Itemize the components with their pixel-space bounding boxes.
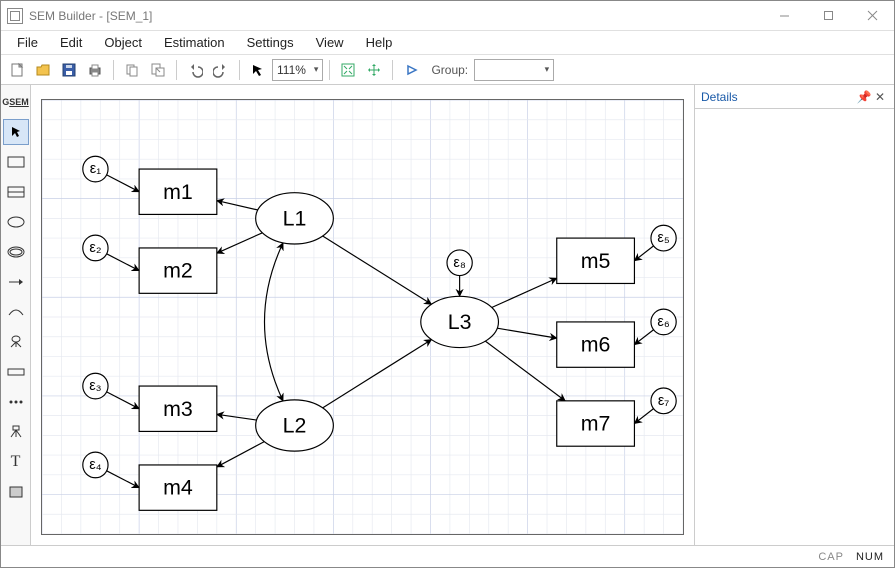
status-cap: CAP xyxy=(818,551,844,563)
error-path-e1[interactable] xyxy=(107,175,139,192)
error-label-e3: ε₃ xyxy=(89,378,101,394)
select-tool[interactable] xyxy=(3,119,29,145)
text-tool[interactable]: T xyxy=(3,449,29,475)
dots-tool[interactable] xyxy=(3,389,29,415)
error-label-e7: ε₇ xyxy=(658,393,670,409)
menu-view[interactable]: View xyxy=(306,33,354,52)
app-icon xyxy=(7,8,23,24)
menu-help[interactable]: Help xyxy=(356,33,403,52)
app-window: SEM Builder - [SEM_1] FileEditObjectEsti… xyxy=(0,0,895,568)
regression-tool[interactable] xyxy=(3,419,29,445)
save-icon[interactable] xyxy=(57,58,81,82)
play-icon[interactable] xyxy=(399,58,423,82)
cov-tool[interactable] xyxy=(3,299,29,325)
details-pane: Details 📌 ✕ xyxy=(694,85,894,545)
zoom-value: 111% xyxy=(277,63,306,77)
toolbar: 111% ▾ Group: ▾ xyxy=(1,55,894,85)
path-L1-m1[interactable] xyxy=(217,201,258,210)
pin-icon[interactable]: 📌 xyxy=(856,90,872,104)
latent-label-L2: L2 xyxy=(283,413,307,437)
error-label-e4: ε₄ xyxy=(89,457,101,473)
redo-icon[interactable] xyxy=(209,58,233,82)
latent-label-L1: L1 xyxy=(283,206,307,230)
zoom-select[interactable]: 111% ▾ xyxy=(272,59,323,81)
box-tool[interactable] xyxy=(3,359,29,385)
chevron-down-icon: ▾ xyxy=(545,64,550,75)
observed2-tool[interactable] xyxy=(3,179,29,205)
menu-settings[interactable]: Settings xyxy=(237,33,304,52)
new-icon[interactable] xyxy=(5,58,29,82)
measurement-tool[interactable] xyxy=(3,329,29,355)
menu-estimation[interactable]: Estimation xyxy=(154,33,235,52)
path-L1-L3[interactable] xyxy=(323,236,432,304)
path-tool[interactable] xyxy=(3,269,29,295)
observed-label-m1: m1 xyxy=(163,180,193,204)
observed-tool[interactable] xyxy=(3,149,29,175)
observed-label-m4: m4 xyxy=(163,476,193,500)
area-tool[interactable] xyxy=(3,479,29,505)
title-bar: SEM Builder - [SEM_1] xyxy=(1,1,894,31)
open-icon[interactable] xyxy=(31,58,55,82)
observed-label-m2: m2 xyxy=(163,259,193,283)
observed-label-m3: m3 xyxy=(163,397,193,421)
chevron-down-icon: ▾ xyxy=(314,64,319,75)
cov-L1-L2[interactable] xyxy=(264,243,283,401)
menu-bar: FileEditObjectEstimationSettingsViewHelp xyxy=(1,31,894,55)
print-icon[interactable] xyxy=(83,58,107,82)
latent-tool[interactable] xyxy=(3,209,29,235)
menu-file[interactable]: File xyxy=(7,33,48,52)
error-label-e1: ε₁ xyxy=(90,161,101,177)
undo-icon[interactable] xyxy=(183,58,207,82)
observed-label-m7: m7 xyxy=(581,411,611,435)
details-title: Details xyxy=(701,90,856,104)
error-path-e2[interactable] xyxy=(107,254,139,271)
observed-label-m5: m5 xyxy=(581,249,611,273)
menu-edit[interactable]: Edit xyxy=(50,33,92,52)
copy-icon[interactable] xyxy=(120,58,144,82)
error-label-e5: ε₅ xyxy=(657,230,669,246)
close-button[interactable] xyxy=(850,2,894,30)
observed-label-m6: m6 xyxy=(581,333,611,357)
minimize-button[interactable] xyxy=(762,2,806,30)
error-path-e4[interactable] xyxy=(107,471,139,488)
path-L2-m3[interactable] xyxy=(217,414,257,420)
path-L2-L3[interactable] xyxy=(323,340,432,408)
group-select[interactable]: ▾ xyxy=(474,59,554,81)
status-bar: CAP NUM xyxy=(1,545,894,567)
latent-label-L3: L3 xyxy=(448,310,472,334)
pointer-icon[interactable] xyxy=(246,58,270,82)
tool-palette: GSEM T xyxy=(1,85,31,545)
paste-icon[interactable] xyxy=(146,58,170,82)
menu-object[interactable]: Object xyxy=(94,33,152,52)
canvas-area: m1 m2 m3 m4 m5 m6 m7 L1 L2 L3 ε₁ ε₂ ε₃ ε₄ ε₅ ε₆ ε₇ ε₈ xyxy=(31,85,694,545)
window-title: SEM Builder - [SEM_1] xyxy=(29,9,762,23)
path-L3-m7[interactable] xyxy=(485,341,565,401)
move-icon[interactable] xyxy=(362,58,386,82)
error-label-e2: ε₂ xyxy=(89,240,101,256)
group-label: Group: xyxy=(431,63,468,77)
error-path-e3[interactable] xyxy=(107,392,139,409)
status-num: NUM xyxy=(856,551,884,563)
latent2-tool[interactable] xyxy=(3,239,29,265)
fit-screen-icon[interactable] xyxy=(336,58,360,82)
error-label-e8: ε₈ xyxy=(453,255,466,271)
maximize-button[interactable] xyxy=(806,2,850,30)
error-label-e6: ε₆ xyxy=(657,314,669,330)
diagram-canvas[interactable]: m1 m2 m3 m4 m5 m6 m7 L1 L2 L3 ε₁ ε₂ ε₃ ε₄ ε₅ ε₆ ε₇ ε₈ xyxy=(41,99,684,535)
gsem-tool[interactable]: GSEM xyxy=(3,89,29,115)
path-L2-m4[interactable] xyxy=(217,442,264,467)
close-pane-icon[interactable]: ✕ xyxy=(872,90,888,104)
